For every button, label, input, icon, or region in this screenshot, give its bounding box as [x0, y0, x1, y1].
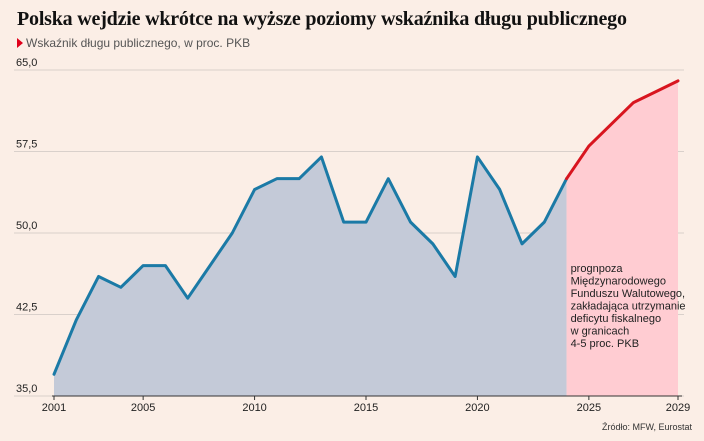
- chart-subtitle: Wskaźnik długu publicznego, w proc. PKB: [17, 36, 250, 50]
- annotation-line: Funduszu Walutowego,: [571, 288, 686, 300]
- x-tick-label: 2025: [577, 402, 601, 414]
- axis-layer: 35,0 42,5 50,0 57,5 65,0 2001 2005 2010 2015 2020…: [16, 57, 690, 414]
- line-layer: [52, 79, 680, 376]
- area-layer: [54, 80, 678, 396]
- y-tick-label: 35,0: [16, 383, 37, 395]
- x-tick-label: 2010: [242, 402, 266, 414]
- annotation-line: Międzynarodowego: [571, 276, 666, 288]
- historical-area: [54, 156, 567, 396]
- y-tick-label: 65,0: [16, 57, 37, 69]
- subtitle-marker-icon: [17, 38, 23, 48]
- forecast-line: [565, 79, 680, 181]
- chart-title: Polska wejdzie wkrótce na wyższe poziomy…: [17, 8, 627, 30]
- annotation-line: 4-5 proc. PKB: [571, 338, 639, 350]
- x-tick-label: 2001: [42, 402, 66, 414]
- x-tick-label: 2015: [354, 402, 378, 414]
- x-tick-label: 2005: [131, 402, 155, 414]
- historical-line: [52, 155, 569, 376]
- y-tick-label: 57,5: [16, 139, 37, 151]
- subtitle-text: Wskaźnik długu publicznego, w proc. PKB: [26, 36, 251, 50]
- source-note: Źródło: MFW, Eurostat: [601, 422, 692, 432]
- annotation-line: zakładająca utrzymanie: [571, 301, 686, 313]
- annotation-line: prognpoza: [571, 263, 624, 275]
- annotation-line: deficytu fiskalnego: [571, 313, 662, 325]
- annotation-line: w granicach: [570, 326, 630, 338]
- x-tick-label: 2029: [666, 402, 690, 414]
- y-tick-label: 50,0: [16, 220, 37, 232]
- x-tick-label: 2020: [465, 402, 489, 414]
- forecast-area: [566, 80, 678, 396]
- y-tick-label: 42,5: [16, 302, 37, 314]
